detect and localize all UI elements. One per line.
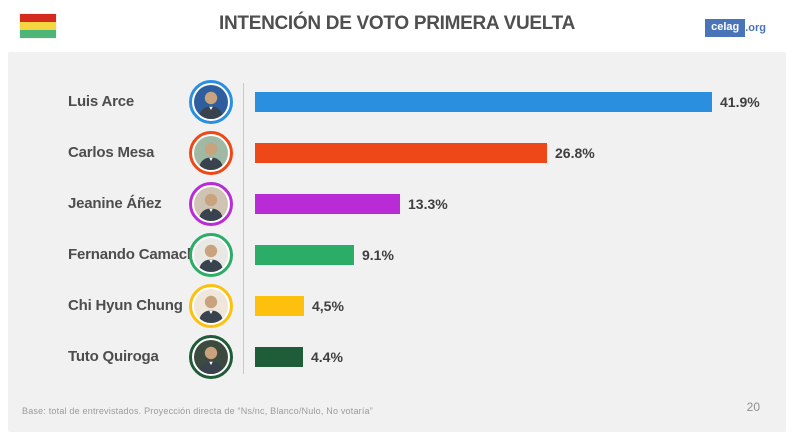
celag-logo[interactable]: celag .org	[705, 19, 766, 37]
candidate-photo	[194, 288, 228, 323]
person-silhouette-icon	[199, 346, 223, 374]
bar-area: 26.8%	[255, 142, 786, 163]
candidate-photo	[194, 186, 228, 221]
bar	[255, 91, 712, 112]
bar	[255, 142, 547, 163]
candidate-name: Luis Arce	[68, 93, 135, 110]
candidate-avatar	[189, 283, 233, 328]
chart-axis-line	[243, 83, 244, 374]
bar-area: 41.9%	[255, 91, 786, 112]
bar-value-label: 9.1%	[362, 246, 394, 263]
flag-stripe-green	[20, 30, 56, 38]
flag-stripe-yellow	[20, 22, 56, 30]
chart-row: Carlos Mesa 26.8%	[8, 127, 786, 178]
candidate-avatar	[189, 232, 233, 277]
candidate-avatar	[189, 130, 233, 175]
person-silhouette-icon	[199, 244, 223, 272]
candidate-avatar	[189, 181, 233, 226]
bar-area: 4.4%	[255, 346, 786, 367]
page-number: 20	[746, 400, 760, 414]
bar-area: 9.1%	[255, 244, 786, 265]
person-silhouette-icon	[199, 142, 223, 170]
bar-area: 13.3%	[255, 193, 786, 214]
bar	[255, 244, 354, 265]
person-silhouette-icon	[199, 91, 223, 119]
candidate-avatar	[189, 334, 233, 379]
page-title: INTENCIÓN DE VOTO PRIMERA VUELTA	[219, 13, 575, 34]
bar-value-label: 26.8%	[555, 144, 595, 161]
bar-value-label: 41.9%	[720, 93, 760, 110]
candidate-name: Fernando Camacho	[68, 246, 205, 263]
chart-panel: Luis Arce 41.9% Carlos Mesa	[8, 52, 786, 432]
header: INTENCIÓN DE VOTO PRIMERA VUELTA celag .…	[0, 0, 794, 52]
candidate-name: Tuto Quiroga	[68, 348, 159, 365]
bar-value-label: 4.4%	[311, 348, 343, 365]
bolivia-flag-icon	[20, 14, 56, 38]
bar-value-label: 13.3%	[408, 195, 448, 212]
celag-logo-suffix: .org	[745, 21, 766, 34]
celag-logo-brand: celag	[705, 19, 746, 37]
chart-row: Fernando Camacho 9.1%	[8, 229, 786, 280]
chart-row: Luis Arce 41.9%	[8, 76, 786, 127]
candidate-photo	[194, 237, 228, 272]
bar-value-label: 4,5%	[312, 297, 344, 314]
candidate-avatar	[189, 79, 233, 124]
chart-row: Chi Hyun Chung 4,5%	[8, 280, 786, 331]
person-silhouette-icon	[199, 295, 223, 323]
person-silhouette-icon	[199, 193, 223, 221]
candidate-photo	[194, 84, 228, 119]
candidate-photo	[194, 135, 228, 170]
bar	[255, 346, 303, 367]
bar-area: 4,5%	[255, 295, 786, 316]
candidate-photo	[194, 339, 228, 374]
base-footnote: Base: total de entrevistados. Proyección…	[22, 406, 373, 416]
candidate-name: Carlos Mesa	[68, 144, 155, 161]
candidate-name: Chi Hyun Chung	[68, 297, 183, 314]
flag-stripe-red	[20, 14, 56, 22]
bar	[255, 295, 304, 316]
chart-row: Jeanine Áñez 13.3%	[8, 178, 786, 229]
chart-rows: Luis Arce 41.9% Carlos Mesa	[8, 76, 786, 382]
candidate-name: Jeanine Áñez	[68, 195, 162, 212]
chart-row: Tuto Quiroga 4.4%	[8, 331, 786, 382]
bar	[255, 193, 400, 214]
